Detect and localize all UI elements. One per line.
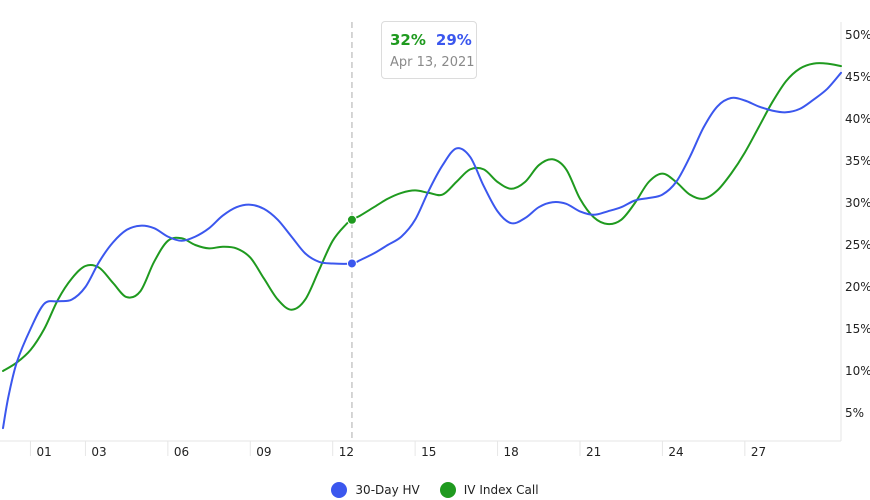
hover-marker-30-day-hv [346, 258, 357, 269]
y-tick-label: 45% [845, 70, 870, 84]
x-tick-label: 01 [36, 445, 51, 459]
series-line-30-day-hv [2, 71, 842, 430]
y-tick-label: 10% [845, 364, 870, 378]
x-tick-label: 18 [504, 445, 519, 459]
y-tick-label: 35% [845, 154, 870, 168]
x-tick-label: 24 [668, 445, 683, 459]
legend-swatch-iv [439, 482, 456, 498]
y-tick-label: 40% [845, 112, 870, 126]
hover-markers [346, 214, 357, 269]
x-tick-label: 03 [91, 445, 106, 459]
legend-item-hv[interactable]: 30-Day HV [331, 482, 420, 498]
y-tick-label: 25% [845, 238, 870, 252]
y-axis-ticks: 5% 10% 15% 20% 25% 30% 35% 40% 45% 50% [845, 28, 870, 420]
series-lines [2, 62, 842, 430]
x-tick-label: 06 [174, 445, 189, 459]
y-tick-label: 30% [845, 196, 870, 210]
hover-marker-iv-index-call [346, 214, 357, 225]
y-tick-label: 15% [845, 322, 870, 336]
legend-swatch-hv [331, 482, 348, 498]
x-tick-label: 15 [421, 445, 436, 459]
x-tick-label: 09 [256, 445, 271, 459]
x-tick-label: 27 [751, 445, 766, 459]
y-tick-label: 50% [845, 28, 870, 42]
y-tick-label: 20% [845, 280, 870, 294]
y-tick-label: 5% [845, 406, 864, 420]
tooltip-date: Apr 13, 2021 [390, 55, 475, 70]
axes [0, 22, 842, 442]
hover-tooltip: 32% 29% Apr 13, 2021 [381, 21, 477, 79]
tooltip-iv-value: 32% [390, 31, 426, 49]
series-line-iv-index-call [2, 62, 842, 372]
x-tick-label: 21 [586, 445, 601, 459]
x-axis-ticks: 01 03 06 09 12 15 18 21 24 27 [29, 441, 766, 459]
tooltip-values: 32% 29% [390, 31, 476, 49]
legend-label-hv: 30-Day HV [355, 483, 420, 497]
legend-item-iv[interactable]: IV Index Call [439, 482, 539, 498]
tooltip-hv-value: 29% [435, 31, 472, 49]
legend-label-iv: IV Index Call [463, 483, 539, 497]
x-tick-label: 12 [339, 445, 354, 459]
legend: 30-Day HV IV Index Call [0, 480, 870, 500]
